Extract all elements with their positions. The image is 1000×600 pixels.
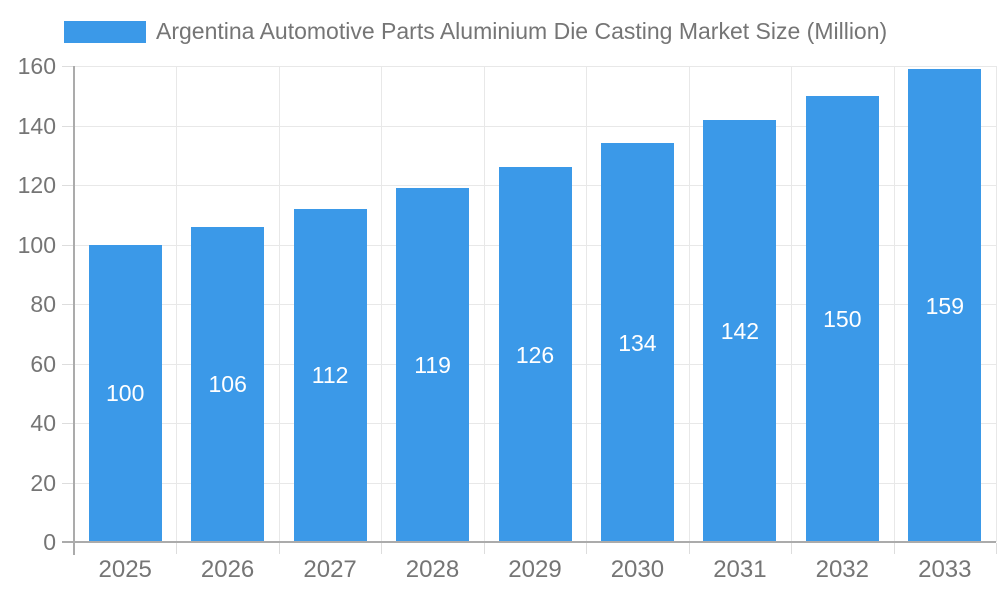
y-axis-label: 80 [30,291,56,317]
bar-value-label: 119 [414,352,451,378]
y-axis-tick [62,126,74,127]
gridline-vertical [894,66,895,542]
y-axis-label: 140 [17,113,56,139]
x-axis-label: 2025 [98,556,152,583]
x-axis-label: 2032 [815,556,869,583]
x-axis-tick [381,543,382,554]
x-axis-tick [176,543,177,554]
y-axis-tick [62,66,74,67]
x-axis-label: 2031 [713,556,767,583]
bar[interactable] [805,95,879,543]
y-axis-tick [62,364,74,365]
y-axis-label: 20 [30,470,56,496]
bar[interactable] [703,119,777,542]
bar[interactable] [908,69,982,542]
y-axis-label: 120 [17,172,56,198]
x-axis-tick [484,543,485,554]
x-axis-label: 2026 [200,556,255,583]
y-axis-line [73,66,75,555]
x-axis-label: 2028 [405,556,460,583]
gridline-vertical [791,66,792,542]
gridline-vertical [586,66,587,542]
bar[interactable] [88,244,162,542]
x-axis-label: 2029 [508,556,562,583]
y-axis-label: 40 [30,410,56,436]
gridline-vertical [996,66,997,542]
y-axis-tick [62,483,74,484]
bar[interactable] [191,226,265,542]
bar[interactable] [396,188,470,542]
bar-value-label: 159 [925,292,964,319]
bar-value-label: 150 [823,305,862,332]
bar[interactable] [293,208,367,542]
x-axis-tick [586,543,587,554]
y-axis-tick [62,423,74,424]
gridline-horizontal [74,66,996,67]
bar-value-label: 134 [618,329,657,356]
x-axis-label: 2027 [303,556,357,583]
legend-swatch[interactable] [64,21,146,43]
gridline-horizontal [74,126,996,127]
x-axis-tick [791,543,792,554]
y-axis-tick [62,185,74,186]
x-axis-tick [279,543,280,554]
x-axis-tick [996,543,997,554]
gridline-vertical [689,66,690,542]
y-axis-label: 0 [43,529,56,555]
y-axis-label: 100 [17,232,56,258]
bar-value-label: 106 [208,371,247,398]
bar[interactable] [600,143,674,542]
gridline-vertical [381,66,382,542]
bar-value-label: 126 [515,341,555,368]
x-axis-tick [894,543,895,554]
x-axis-label: 2030 [610,556,665,583]
y-axis-label: 160 [17,53,56,79]
y-axis-tick [62,245,74,246]
x-axis-tick [689,543,690,554]
x-axis-line [62,541,996,543]
gridline-vertical [279,66,280,542]
y-axis-tick [62,304,74,305]
x-axis-label: 2033 [918,556,972,583]
gridline-vertical [176,66,177,542]
legend-label: Argentina Automotive Parts Aluminium Die… [156,18,888,44]
y-axis-label: 60 [30,351,56,377]
bar-value-label: 100 [106,380,145,407]
bar[interactable] [498,167,572,542]
bar-value-label: 112 [311,362,349,389]
gridline-vertical [484,66,485,542]
bar-value-label: 142 [720,317,760,344]
